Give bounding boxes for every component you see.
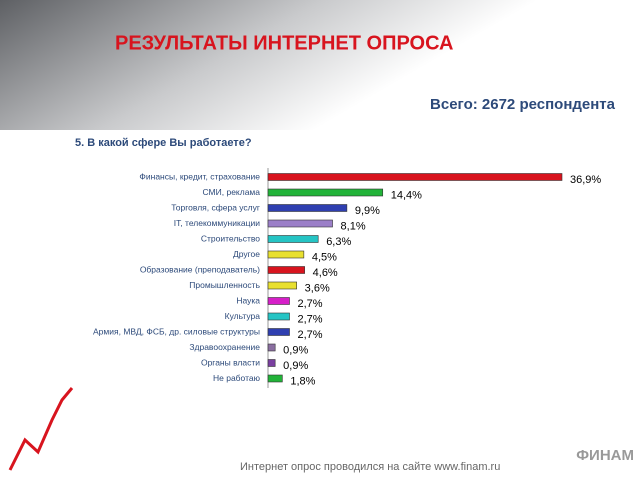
value-label: 14,4% <box>391 189 422 201</box>
bar <box>267 297 290 305</box>
bar <box>267 204 348 212</box>
category-label: Другое <box>233 249 260 259</box>
value-label: 36,9% <box>570 174 601 186</box>
value-label: 0,9% <box>283 344 308 356</box>
bar <box>267 266 305 274</box>
category-label: Образование (преподаватель) <box>140 264 260 274</box>
bar <box>267 219 333 228</box>
bar <box>267 250 305 259</box>
bar <box>267 281 297 290</box>
value-label: 3,6% <box>305 282 330 294</box>
value-label: 9,9% <box>355 205 380 217</box>
category-label: Органы власти <box>201 357 260 367</box>
value-label: 1,8% <box>290 375 315 387</box>
bar <box>267 359 276 367</box>
value-label: 0,9% <box>283 360 308 372</box>
value-label: 6,3% <box>326 236 351 248</box>
category-label: Торговля, сфера услуг <box>171 202 260 212</box>
category-label: Культура <box>225 311 261 321</box>
bar <box>267 173 563 181</box>
value-label: 8,1% <box>341 220 366 232</box>
value-label: 2,7% <box>298 329 323 341</box>
bar <box>267 374 283 383</box>
bar <box>267 235 319 243</box>
category-label: Здравоохранение <box>189 342 260 352</box>
value-label: 2,7% <box>298 298 323 310</box>
bar <box>267 312 290 321</box>
category-label: Армия, МВД, ФСБ, др. силовые структуры <box>93 326 260 336</box>
category-label: Не работаю <box>213 373 261 383</box>
body-band <box>0 130 640 480</box>
category-label: Наука <box>236 295 260 305</box>
bar <box>267 188 384 197</box>
logo: ФИНАМ <box>576 447 634 464</box>
bar <box>267 328 290 336</box>
footer: Интернет опрос проводился на сайте www.f… <box>240 461 500 473</box>
category-label: СМИ, реклама <box>203 187 261 197</box>
bar <box>267 343 276 352</box>
value-label: 4,5% <box>312 251 337 263</box>
heading: РЕЗУЛЬТАТЫ ИНТЕРНЕТ ОПРОСА <box>115 32 454 54</box>
total: Всего: 2672 респондента <box>430 96 616 113</box>
value-label: 2,7% <box>298 313 323 325</box>
decor-arrow <box>8 387 74 471</box>
header-band <box>0 0 640 130</box>
category-label: IT, телекоммуникации <box>174 218 261 228</box>
value-label: 4,6% <box>313 267 338 279</box>
category-label: Промышленность <box>189 280 260 290</box>
category-label: Строительство <box>201 233 260 243</box>
chart-title: 5. В какой сфере Вы работаете? <box>75 137 252 149</box>
category-label: Финансы, кредит, страхование <box>139 171 260 181</box>
